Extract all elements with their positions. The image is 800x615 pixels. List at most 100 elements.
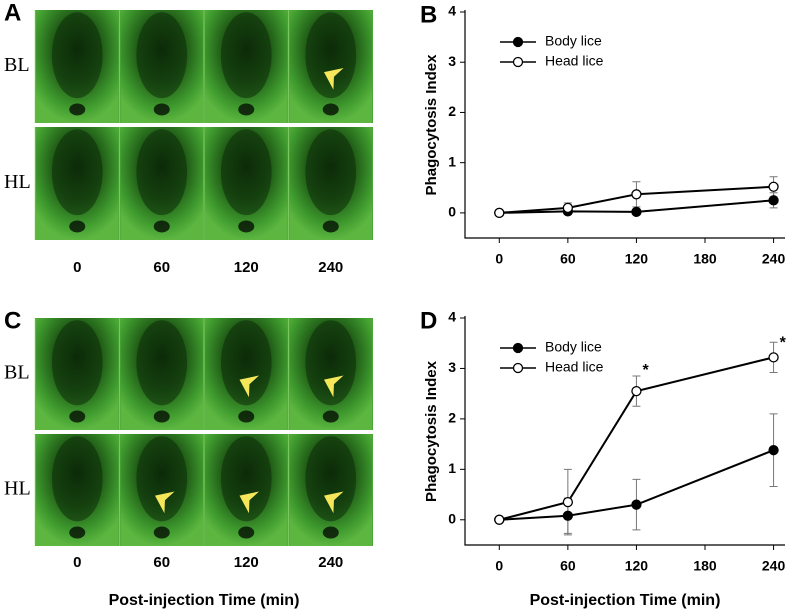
data-point	[494, 514, 505, 525]
panel-label: A	[4, 0, 21, 26]
axes	[464, 10, 785, 239]
y-tick-label: 4	[448, 3, 456, 19]
micrograph-body	[51, 12, 103, 99]
data-point	[562, 496, 574, 508]
panel-label: C	[4, 307, 21, 334]
y-axis-title: Phagocytosis Index	[423, 54, 440, 196]
micrograph-head	[153, 103, 170, 116]
y-axis-title: Phagocytosis Index	[423, 360, 440, 502]
x-tick-label: 180	[693, 251, 717, 267]
micrograph-head	[238, 526, 255, 539]
x-tick-label: 240	[762, 558, 786, 574]
micrograph-head	[238, 220, 255, 233]
y-tick-label: 4	[448, 309, 456, 325]
micrograph-head	[153, 526, 170, 539]
micrograph-head	[69, 220, 86, 233]
x-tick-label: 120	[625, 558, 649, 574]
arrowhead	[323, 68, 344, 90]
arrowhead	[239, 491, 260, 514]
time-label: 120	[234, 554, 259, 571]
data-point	[562, 510, 574, 521]
x-tick-label: 0	[495, 251, 503, 267]
arrowhead	[323, 491, 344, 514]
legend-label: Head lice	[545, 53, 604, 69]
x-tick-label: 60	[560, 251, 576, 267]
row-label: BL	[4, 54, 30, 76]
micrograph-head	[322, 103, 339, 116]
micrograph-head	[153, 220, 170, 233]
x-tick-label: 60	[560, 558, 576, 574]
time-label: 0	[73, 259, 81, 276]
x-axis-title: Post-injection Time (min)	[530, 592, 721, 609]
time-label: 240	[318, 259, 343, 276]
y-tick-label: 0	[448, 204, 456, 220]
data-point	[631, 385, 642, 397]
micrograph-body	[51, 320, 103, 406]
time-label: 240	[318, 554, 343, 571]
arrowhead	[323, 375, 344, 398]
legend-label: Body lice	[545, 339, 602, 355]
x-tick-label: 120	[625, 251, 649, 267]
y-tick-label: 0	[448, 510, 456, 526]
micrograph-body	[136, 129, 188, 216]
legend-marker	[512, 36, 524, 48]
micrograph-body	[220, 129, 272, 216]
legend-label: Head lice	[545, 359, 604, 375]
data-point	[631, 499, 642, 510]
micrograph-body	[51, 436, 103, 522]
legend-marker	[512, 362, 524, 374]
micrograph-body	[220, 12, 272, 99]
axes	[464, 316, 785, 546]
micrograph-body	[136, 12, 188, 99]
time-label: 0	[73, 554, 81, 571]
row-label: HL	[4, 171, 31, 193]
micrograph-body	[136, 320, 188, 406]
series-line	[499, 199, 774, 214]
micrograph-body	[51, 129, 103, 216]
x-axis-title: Post-injection Time (min)	[109, 592, 300, 609]
row-label: HL	[4, 478, 31, 500]
data-point	[562, 202, 574, 214]
panel-label: B	[420, 1, 437, 28]
series-line	[499, 449, 774, 521]
y-tick-label: 1	[448, 460, 456, 476]
x-tick-label: 240	[762, 251, 786, 267]
micrograph-head	[322, 410, 339, 423]
micrograph-head	[69, 103, 86, 116]
time-label: 60	[153, 259, 170, 276]
legend-marker	[512, 342, 524, 354]
micrograph-head	[322, 526, 339, 539]
x-tick-label: 0	[495, 558, 503, 574]
legend-label: Body lice	[545, 33, 602, 49]
y-tick-label: 3	[448, 53, 456, 69]
micrograph-body	[305, 12, 357, 99]
series-line	[499, 185, 774, 214]
series-line	[499, 356, 774, 521]
y-tick-label: 1	[448, 153, 456, 169]
y-tick-label: 2	[448, 410, 456, 426]
row-label: BL	[4, 362, 30, 384]
x-tick-label: 180	[693, 558, 717, 574]
time-label: 60	[153, 554, 170, 571]
y-tick-label: 2	[448, 103, 456, 119]
arrowhead	[239, 375, 260, 398]
data-point	[631, 189, 642, 200]
data-point	[768, 181, 779, 192]
micrograph-head	[238, 410, 255, 423]
legend-marker	[512, 56, 524, 68]
data-point	[494, 207, 505, 219]
arrowhead	[154, 491, 175, 514]
micrograph-body	[136, 436, 188, 522]
micrograph-head	[69, 410, 86, 423]
micrograph-body	[220, 436, 272, 522]
data-point	[768, 195, 779, 206]
data-point	[631, 206, 642, 218]
micrograph-head	[322, 220, 339, 233]
micrograph-head	[69, 526, 86, 539]
annotation: *	[642, 362, 649, 379]
data-point	[768, 445, 779, 456]
annotation: *	[780, 334, 787, 351]
micrograph-head	[153, 410, 170, 423]
